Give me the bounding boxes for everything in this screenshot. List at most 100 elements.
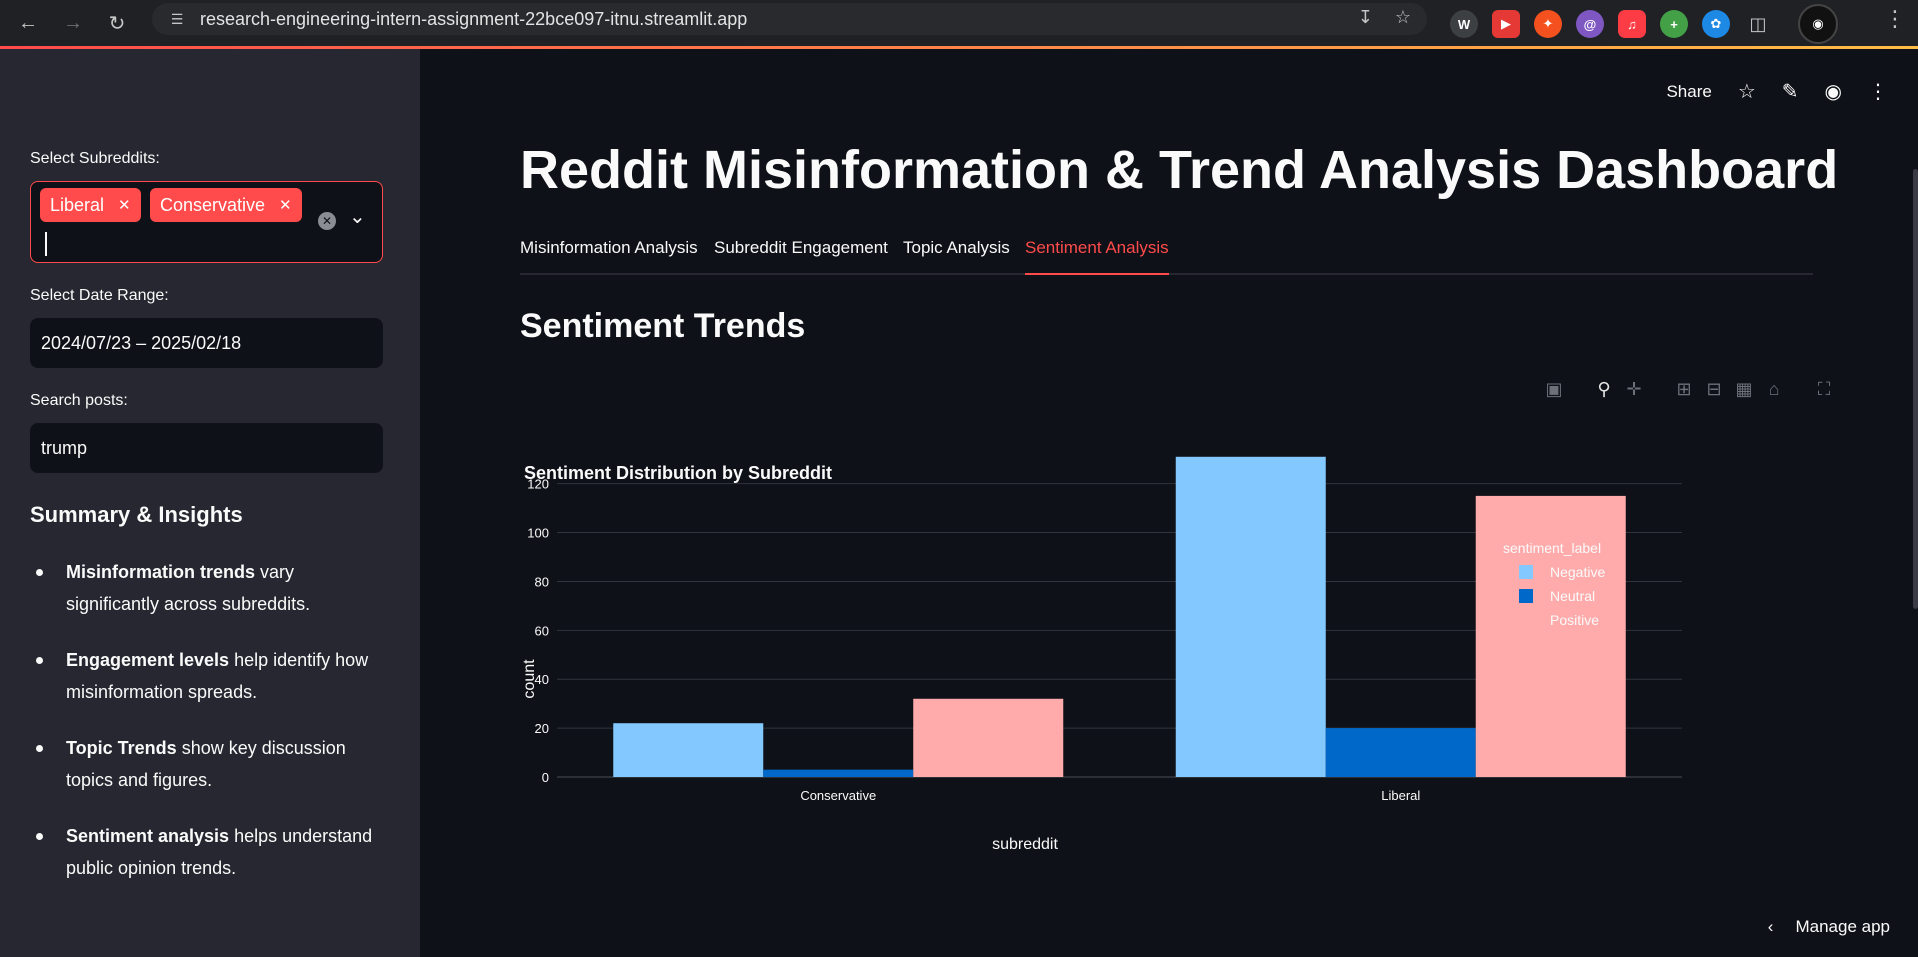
y-tick-label: 20	[535, 721, 549, 736]
tab-bar: Misinformation Analysis Subreddit Engage…	[520, 237, 1813, 275]
profile-avatar-icon[interactable]: ◉	[1798, 4, 1838, 44]
autoscale-icon[interactable]: ▦	[1735, 379, 1753, 399]
bar-negative-conservative[interactable]	[613, 723, 764, 777]
bookmark-star-icon[interactable]: ☆	[1394, 7, 1411, 27]
extensions-icon[interactable]: ◫	[1749, 13, 1767, 34]
bar-neutral-conservative[interactable]	[763, 769, 914, 777]
extension-w-icon[interactable]: W	[1450, 10, 1478, 38]
sidebar: Select Subreddits: Liberal ✕ Conservativ…	[0, 49, 420, 957]
subreddit-multiselect[interactable]: Liberal ✕ Conservative ✕ ✕ ⌄	[30, 181, 383, 263]
insight-text: show key discussion topics and figures.	[66, 738, 346, 790]
chart-modebar: ▣ ⚲ ✛ ⊞ ⊟ ▦ ⌂ ⛶	[1545, 379, 1833, 400]
zoom-icon[interactable]: ⚲	[1597, 379, 1611, 399]
subreddit-tag-conservative[interactable]: Conservative ✕	[150, 188, 302, 222]
address-bar[interactable]: ☰ research-engineering-intern-assignment…	[152, 3, 1427, 35]
chevron-left-icon: ‹	[1767, 917, 1774, 936]
site-settings-icon[interactable]: ☰	[170, 10, 184, 27]
list-item: Engagement levels help identify how misi…	[30, 644, 390, 708]
page-accent-line	[0, 46, 1918, 49]
insights-list: Misinformation trends vary significantly…	[30, 556, 390, 908]
legend-swatch[interactable]	[1519, 613, 1533, 627]
legend-label[interactable]: Negative	[1550, 564, 1605, 580]
share-button[interactable]: Share	[1666, 81, 1712, 101]
reset-axes-icon[interactable]: ⌂	[1768, 379, 1780, 399]
x-tick-label: Liberal	[1381, 788, 1420, 803]
url-text[interactable]: research-engineering-intern-assignment-2…	[200, 8, 748, 29]
main-content: Share ☆ ✎ ◉ ⋮ Reddit Misinformation & Tr…	[420, 49, 1918, 957]
tag-label: Liberal	[50, 194, 105, 215]
list-item: Sentiment analysis helps understand publ…	[30, 820, 390, 884]
fullscreen-icon[interactable]: ⛶	[1817, 379, 1831, 399]
date-range-input[interactable]: 2024/07/23 – 2025/02/18	[30, 318, 383, 368]
text-caret	[45, 232, 47, 256]
extension-plus-icon[interactable]: +	[1660, 10, 1688, 38]
insight-text: helps understand public opinion trends.	[66, 826, 373, 878]
date-range-label: Select Date Range:	[30, 287, 169, 304]
app-toolbar: Share ☆ ✎ ◉ ⋮	[1666, 79, 1888, 104]
legend-swatch[interactable]	[1519, 589, 1533, 603]
zoom-out-icon[interactable]: ⊟	[1706, 379, 1722, 399]
camera-icon[interactable]: ▣	[1545, 379, 1563, 399]
star-icon[interactable]: ☆	[1737, 81, 1756, 103]
chart-title: Sentiment Distribution by Subreddit	[524, 463, 832, 483]
clear-all-icon[interactable]: ✕	[318, 212, 336, 230]
insight-text: help identify how misinformation spreads…	[66, 650, 369, 702]
y-tick-label: 40	[535, 672, 549, 687]
menu-kebab-icon[interactable]: ⋮	[1868, 81, 1888, 103]
bar-positive-liberal[interactable]	[1475, 495, 1626, 777]
insight-bold: Sentiment analysis	[66, 826, 230, 846]
subreddits-label: Select Subreddits:	[30, 150, 160, 167]
insight-bold: Topic Trends	[66, 738, 177, 758]
extension-icons: W ▶ ✦ @ ♫ + ✿ ◫ ◉	[1450, 4, 1838, 44]
y-axis-label: count	[521, 659, 538, 699]
legend-label[interactable]: Positive	[1550, 612, 1599, 628]
y-tick-label: 60	[535, 623, 549, 638]
tab-subreddit-engagement[interactable]: Subreddit Engagement	[714, 238, 888, 257]
zoom-in-icon[interactable]: ⊞	[1676, 379, 1692, 399]
tab-topic-analysis[interactable]: Topic Analysis	[903, 238, 1010, 257]
back-arrow-icon[interactable]: ←	[18, 11, 38, 34]
subreddit-tag-liberal[interactable]: Liberal ✕	[40, 188, 141, 222]
extension-orange-icon[interactable]: ✦	[1534, 10, 1562, 38]
remove-tag-icon[interactable]: ✕	[279, 197, 292, 214]
remove-tag-icon[interactable]: ✕	[118, 197, 131, 214]
install-app-icon[interactable]: ↧	[1357, 7, 1373, 27]
bar-neutral-liberal[interactable]	[1325, 728, 1476, 777]
browser-toolbar: ← → ↻ ☰ research-engineering-intern-assi…	[0, 0, 1918, 46]
pan-icon[interactable]: ✛	[1626, 379, 1642, 399]
search-input[interactable]: trump	[30, 423, 383, 473]
scrollbar[interactable]	[1913, 169, 1918, 609]
extension-purple-icon[interactable]: @	[1576, 10, 1604, 38]
chart-legend: sentiment_label Negative Neutral Positive	[1503, 540, 1605, 628]
edit-pencil-icon[interactable]: ✎	[1781, 81, 1799, 103]
insight-text: vary significantly across subreddits.	[66, 562, 311, 614]
menu-kebab-icon[interactable]: ⋮	[1884, 6, 1906, 31]
manage-app-button[interactable]: ‹ Manage app	[1768, 917, 1890, 937]
tab-misinformation-analysis[interactable]: Misinformation Analysis	[520, 238, 698, 257]
manage-app-label: Manage app	[1795, 917, 1890, 936]
github-icon[interactable]: ◉	[1824, 81, 1842, 103]
section-title: Sentiment Trends	[520, 307, 806, 345]
legend-label[interactable]: Neutral	[1550, 588, 1595, 604]
y-tick-label: 100	[527, 526, 549, 541]
chart-bars	[613, 456, 1626, 777]
page-title: Reddit Misinformation & Trend Analysis D…	[520, 140, 1839, 200]
chevron-down-icon[interactable]: ⌄	[349, 206, 366, 228]
extension-video-icon[interactable]: ▶	[1492, 10, 1520, 38]
forward-arrow-icon[interactable]: →	[63, 11, 83, 34]
summary-heading: Summary & Insights	[30, 502, 243, 527]
extension-music-icon[interactable]: ♫	[1618, 10, 1646, 38]
legend-swatch[interactable]	[1519, 565, 1533, 579]
insight-bold: Misinformation trends	[66, 562, 256, 582]
reload-icon[interactable]: ↻	[108, 12, 126, 35]
bar-negative-liberal[interactable]	[1175, 456, 1326, 777]
x-axis-label: subreddit	[992, 836, 1058, 853]
insight-bold: Engagement levels	[66, 650, 230, 670]
y-tick-label: 120	[527, 477, 549, 492]
x-tick-labels: Conservative Liberal	[800, 788, 1420, 803]
bar-positive-conservative[interactable]	[913, 698, 1064, 777]
tab-sentiment-analysis[interactable]: Sentiment Analysis	[1025, 237, 1169, 275]
extension-blue-icon[interactable]: ✿	[1702, 10, 1730, 38]
tag-label: Conservative	[160, 194, 266, 215]
sentiment-bar-chart[interactable]: Sentiment Distribution by Subreddit 0 20 4…	[420, 409, 1918, 909]
